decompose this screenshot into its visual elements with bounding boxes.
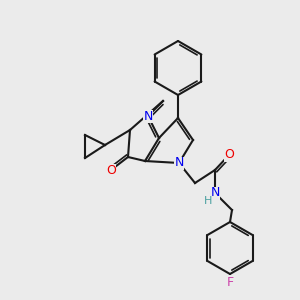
Text: N: N <box>143 110 153 122</box>
Text: H: H <box>204 196 212 206</box>
Text: N: N <box>174 157 184 169</box>
Text: O: O <box>106 164 116 176</box>
Text: N: N <box>210 187 220 200</box>
Text: O: O <box>224 148 234 161</box>
Text: F: F <box>226 275 234 289</box>
